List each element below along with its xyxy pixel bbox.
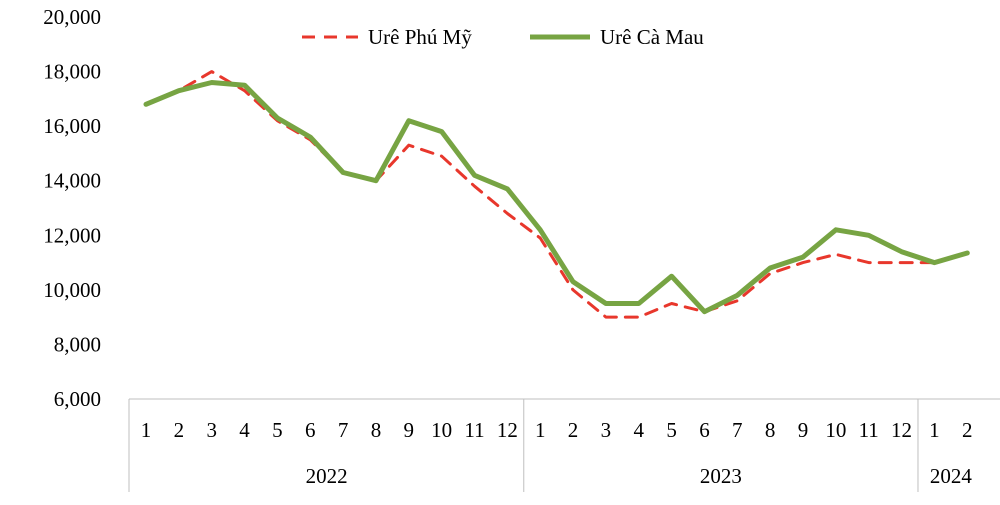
legend-label-ure-ca-mau: Urê Cà Mau	[600, 25, 704, 49]
x-tick-label: 10	[825, 418, 846, 442]
x-tick-label: 1	[929, 418, 940, 442]
x-tick-label: 9	[404, 418, 415, 442]
y-tick-label: 18,000	[43, 60, 101, 84]
y-tick-label: 8,000	[54, 332, 101, 356]
x-tick-label: 2	[174, 418, 185, 442]
x-tick-label: 2	[962, 418, 973, 442]
legend: Urê Phú Mỹ Urê Cà Mau	[302, 25, 704, 49]
x-tick-label: 10	[431, 418, 452, 442]
x-tick-label: 1	[141, 418, 152, 442]
x-tick-label: 3	[601, 418, 612, 442]
x-tick-label: 7	[338, 418, 349, 442]
x-tick-label: 3	[206, 418, 217, 442]
x-tick-label: 2	[568, 418, 579, 442]
x-tick-label: 8	[765, 418, 776, 442]
x-tick-label: 4	[239, 418, 250, 442]
y-tick-label: 6,000	[54, 387, 101, 411]
axis-layer: 6,000 8,000 10,000 12,000 14,000 16,000 18,000…	[43, 5, 1000, 492]
series-line-ure-phu-my	[144, 70, 969, 319]
legend-label-ure-phu-my: Urê Phú Mỹ	[368, 25, 472, 49]
x-tick-label: 8	[371, 418, 382, 442]
y-tick-label: 10,000	[43, 278, 101, 302]
x-tick-label: 6	[699, 418, 710, 442]
x-tick-label: 11	[464, 418, 484, 442]
x-tick-label: 1	[535, 418, 546, 442]
y-tick-label: 12,000	[43, 223, 101, 247]
x-group-label: 2023	[700, 464, 742, 488]
x-tick-label: 11	[859, 418, 879, 442]
x-tick-label: 9	[798, 418, 809, 442]
x-tick-label: 7	[732, 418, 743, 442]
y-tick-label: 16,000	[43, 114, 101, 138]
x-tick-label: 5	[272, 418, 283, 442]
x-group-label: 2024	[930, 464, 973, 488]
x-tick-label: 5	[666, 418, 677, 442]
series-layer	[143, 70, 970, 319]
y-tick-label: 20,000	[43, 5, 101, 29]
series-line-ure-ca-mau	[143, 80, 970, 315]
y-tick-label: 14,000	[43, 169, 101, 193]
x-group-label: 2022	[306, 464, 348, 488]
x-tick-label: 12	[497, 418, 518, 442]
x-tick-label: 4	[634, 418, 645, 442]
x-tick-label: 12	[891, 418, 912, 442]
x-tick-label: 6	[305, 418, 316, 442]
